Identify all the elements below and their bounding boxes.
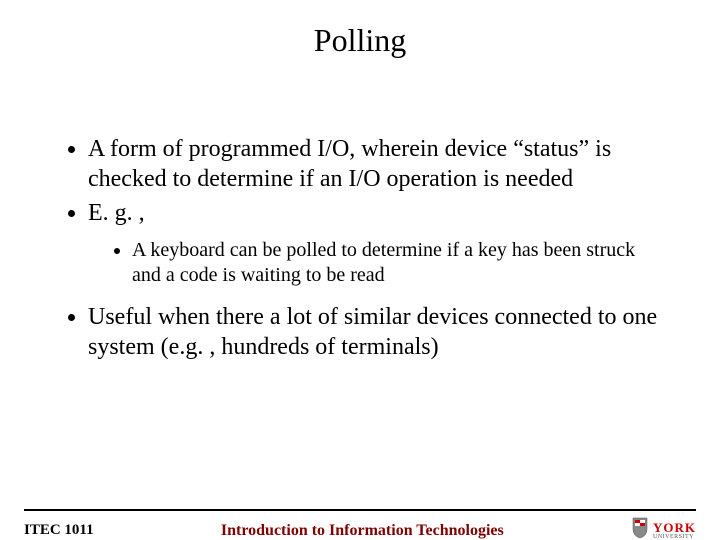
- slide: { "title": { "text": "Polling", "fontsiz…: [0, 22, 720, 540]
- bullet-text: A form of programmed I/O, wherein device…: [88, 136, 611, 192]
- course-code: ITEC 1011: [24, 522, 94, 539]
- course-title: Introduction to Information Technologies: [94, 522, 631, 540]
- bullet-list: A form of programmed I/O, wherein device…: [60, 134, 660, 362]
- list-item: A form of programmed I/O, wherein device…: [88, 134, 660, 194]
- list-item: A keyboard can be polled to determine if…: [132, 238, 660, 288]
- slide-body: A form of programmed I/O, wherein device…: [60, 134, 660, 366]
- logo-subword: UNIVERSITY: [653, 534, 696, 540]
- slide-footer: ITEC 1011 Introduction to Information Te…: [24, 509, 696, 540]
- list-item: Useful when there a lot of similar devic…: [88, 302, 660, 362]
- bullet-text: Useful when there a lot of similar devic…: [88, 304, 657, 360]
- footer-divider: [24, 509, 696, 511]
- bullet-text: E. g. ,: [88, 200, 145, 226]
- crest-icon: [631, 517, 649, 540]
- slide-title: Polling: [0, 22, 720, 59]
- sub-bullet-list: A keyboard can be polled to determine if…: [132, 238, 660, 288]
- footer-row: ITEC 1011 Introduction to Information Te…: [24, 517, 696, 540]
- bullet-text: A keyboard can be polled to determine if…: [132, 239, 635, 286]
- york-logo: YORK UNIVERSITY: [631, 517, 696, 540]
- logo-word: YORK: [653, 521, 696, 534]
- list-item: E. g. , A keyboard can be polled to dete…: [88, 198, 660, 288]
- logo-text: YORK UNIVERSITY: [653, 521, 696, 540]
